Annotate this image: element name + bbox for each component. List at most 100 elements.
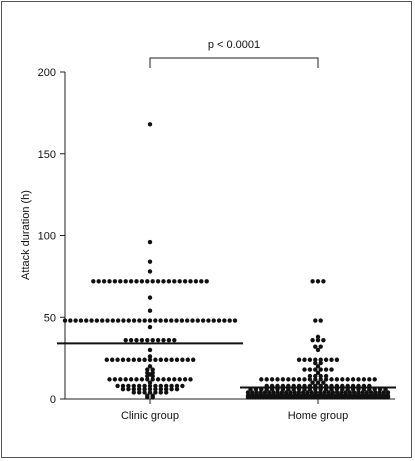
data-point (158, 386, 163, 392)
data-point (322, 390, 327, 395)
data-point (211, 318, 216, 323)
axes (64, 72, 395, 400)
data-point (166, 337, 172, 343)
data-point (305, 390, 310, 395)
data-point (361, 377, 367, 382)
data-point (315, 334, 321, 340)
median-lines (57, 342, 396, 389)
data-point (110, 318, 116, 323)
x-category-labels: Clinic group Home group (121, 399, 348, 422)
data-point (340, 377, 345, 382)
data-point (368, 390, 374, 395)
data-point (131, 383, 136, 389)
data-point (78, 318, 84, 323)
data-point (321, 337, 326, 343)
data-point (318, 367, 323, 372)
data-point (315, 337, 321, 343)
data-point (158, 390, 163, 395)
data-point (385, 390, 391, 395)
data-point (258, 390, 263, 395)
data-point (307, 373, 313, 379)
data-point (313, 377, 318, 382)
data-point (307, 357, 313, 362)
data-point (147, 318, 153, 323)
data-point (134, 377, 139, 382)
data-point (150, 337, 155, 343)
data-point (161, 377, 166, 382)
data-point (139, 279, 145, 284)
data-point (329, 367, 334, 372)
data-point (323, 367, 329, 372)
data-point (302, 367, 307, 372)
data-point (216, 318, 222, 323)
data-point (147, 386, 153, 392)
data-point (323, 377, 329, 382)
data-point (310, 337, 315, 343)
data-point (145, 370, 150, 376)
data-point (177, 377, 182, 382)
data-point (347, 390, 353, 395)
data-point (104, 357, 110, 362)
data-point (163, 318, 169, 323)
data-point (302, 357, 307, 362)
data-point (356, 377, 361, 382)
data-point (350, 377, 356, 382)
data-point (137, 318, 142, 323)
data-point (145, 367, 150, 372)
data-point (147, 269, 153, 274)
data-point (128, 337, 134, 343)
data-point (120, 386, 126, 392)
data-point (99, 318, 105, 323)
data-point (94, 318, 100, 323)
y-tick-label: 100 (38, 231, 56, 243)
data-point (174, 383, 180, 389)
data-point (142, 357, 147, 362)
data-point (62, 318, 68, 323)
data-point (184, 318, 190, 323)
data-point (121, 318, 126, 323)
data-point (381, 390, 386, 395)
data-point (118, 377, 123, 382)
data-point (115, 357, 120, 362)
data-point (179, 318, 185, 323)
data-point (107, 279, 112, 284)
data-point (145, 337, 150, 343)
data-point (166, 279, 172, 284)
data-point (329, 377, 334, 382)
data-point (91, 279, 96, 284)
data-point (150, 370, 155, 376)
data-point (190, 318, 195, 323)
data-point (321, 279, 326, 284)
data-point (182, 377, 188, 382)
data-point (302, 377, 307, 382)
p-value-annotation: p < 0.0001 (208, 39, 260, 51)
data-point (372, 377, 377, 382)
y-tick-label: 200 (38, 67, 56, 79)
data-point (155, 337, 161, 343)
data-point (174, 318, 179, 323)
data-point (147, 354, 153, 359)
data-point (145, 377, 150, 382)
data-point (145, 279, 150, 284)
data-point (150, 279, 155, 284)
data-point (134, 337, 139, 343)
data-point (147, 383, 153, 389)
data-point (288, 390, 293, 395)
data-point (161, 337, 166, 343)
data-point (323, 373, 329, 379)
data-point (222, 318, 227, 323)
data-point (204, 279, 209, 284)
data-point (169, 386, 174, 392)
data-point (123, 377, 128, 382)
data-point (296, 390, 302, 395)
data-point (318, 360, 323, 366)
y-tick-label: 50 (44, 312, 56, 324)
y-tick-label: 150 (38, 149, 56, 161)
data-point (101, 279, 107, 284)
data-point (267, 390, 272, 395)
data-point (334, 390, 340, 395)
data-point (128, 279, 134, 284)
data-point (150, 377, 155, 382)
data-point (313, 318, 318, 323)
data-point (153, 390, 158, 395)
